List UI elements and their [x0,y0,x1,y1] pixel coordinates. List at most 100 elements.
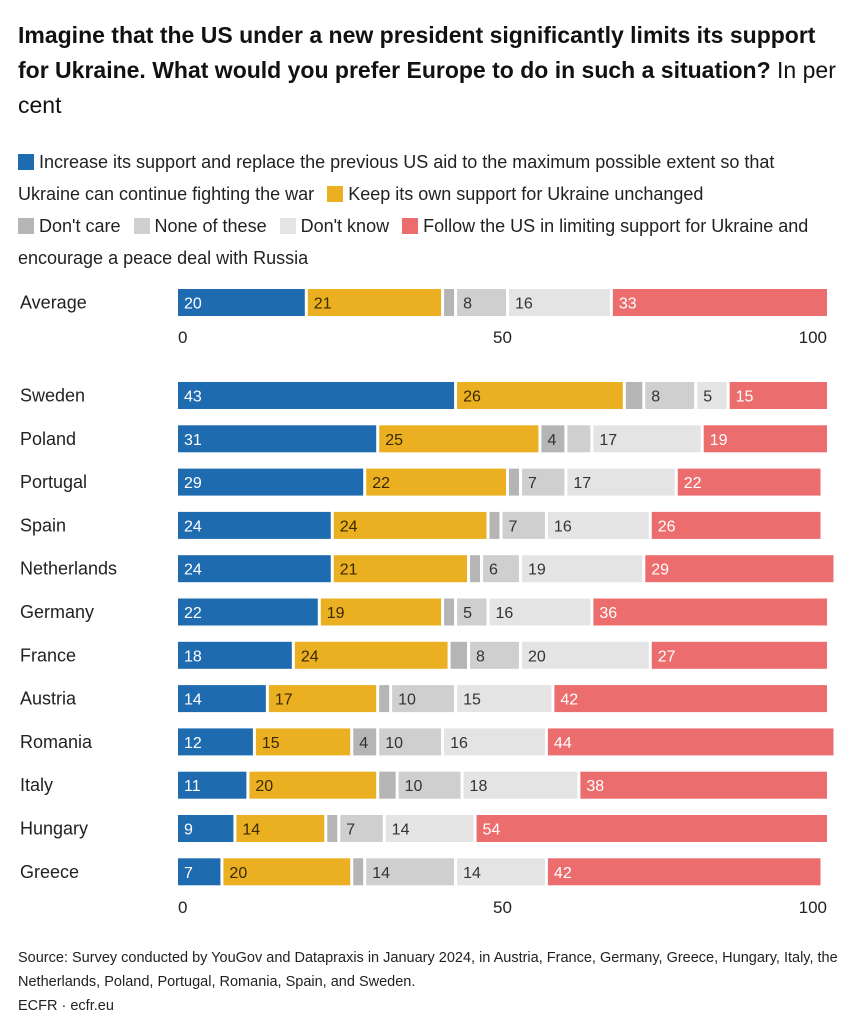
data-label-poland-5: 19 [710,432,728,449]
legend-item-none-of-these: None of these [133,216,267,236]
bar-portugal-none-of-these [521,468,565,496]
average-axis-tick-50: 50 [493,328,512,347]
bar-italy-don-t-know [463,771,578,799]
data-label-sweden-0: 43 [184,389,202,406]
legend-item-dont-care: Don't care [18,216,120,236]
chart-title-unit: In per cent [18,57,836,118]
category-label-germany: Germany [20,602,94,622]
data-label-france-3: 8 [476,648,485,665]
category-label-netherlands: Netherlands [20,559,117,579]
data-label-france-5: 27 [658,648,676,665]
bar-germany-follow-the-us-in-limitin [593,598,827,626]
source-text: Source: Survey conducted by YouGov and D… [18,950,838,990]
data-label-italy-5: 38 [586,778,604,795]
bar-poland-none-of-these [567,425,591,453]
bar-france-none-of-these [470,641,519,669]
bar-sweden-don-t-care [625,382,643,409]
bar-greece-keep-its-own-support-for [223,858,351,886]
data-label-austria-1: 17 [275,692,293,709]
bar-sweden-follow-the-us-in-limitin [729,382,827,409]
bar-poland-increase-its-support-and [178,425,377,453]
chart-title-main: Imagine that the US under a new presiden… [18,22,816,83]
bar-germany-increase-its-support-and [178,598,318,626]
category-label-italy: Italy [20,775,53,795]
bar-spain-don-t-know [547,511,649,539]
bar-average-follow-the-us-in-limitin [612,289,827,316]
data-label-portugal-4: 17 [573,475,591,492]
data-label-portugal-3: 7 [528,475,537,492]
category-label-average: Average [20,293,87,313]
bar-portugal-don-t-know [567,468,675,496]
legend-swatch-yellow [327,186,344,202]
bar-greece-increase-its-support-and [178,858,221,886]
bar-sweden-don-t-know [697,382,727,409]
bar-france-increase-its-support-and [178,641,292,669]
bar-germany-don-t-care [444,598,455,626]
source-credit: ECFR · ecfr.eu [18,998,114,1014]
bar-romania-follow-the-us-in-limitin [547,728,834,756]
bar-sweden-none-of-these [645,382,695,409]
data-label-average-1: 21 [314,296,332,313]
bar-austria-none-of-these [392,685,455,713]
data-label-poland-4: 17 [599,432,617,449]
data-label-sweden-3: 8 [651,389,660,406]
data-label-romania-2: 4 [359,735,368,752]
data-label-romania-0: 12 [184,735,202,752]
data-label-germany-0: 22 [184,605,202,622]
bar-austria-don-t-know [457,685,552,713]
legend-label-none-of-these: None of these [154,216,267,236]
data-label-portugal-5: 22 [684,475,702,492]
data-label-poland-0: 31 [184,432,202,449]
legend-label-keep-support: Keep its own support for Ukraine unchang… [348,184,704,204]
main-axis-tick-100: 100 [799,898,827,917]
bar-netherlands-follow-the-us-in-limitin [645,555,834,583]
legend-swatch-light-grey [279,218,296,234]
legend-label-dont-know: Don't know [300,216,390,236]
bar-germany-none-of-these [457,598,487,626]
data-label-hungary-0: 9 [184,822,193,839]
data-label-average-0: 20 [184,296,202,313]
bar-spain-none-of-these [502,511,545,539]
bar-average-none-of-these [457,289,506,316]
data-label-greece-5: 42 [554,865,572,882]
data-label-hungary-5: 54 [483,822,501,839]
legend-item-increase-support: Increase its support and replace the pre… [18,152,774,204]
data-label-greece-4: 14 [463,865,481,882]
bar-austria-increase-its-support-and [178,685,266,713]
bar-sweden-keep-its-own-support-for [457,382,623,409]
bar-italy-increase-its-support-and [178,771,247,799]
data-label-netherlands-0: 24 [184,562,202,579]
bar-italy-none-of-these [398,771,461,799]
bar-germany-keep-its-own-support-for [320,598,442,626]
data-label-france-4: 20 [528,648,546,665]
bar-romania-none-of-these [379,728,442,756]
bar-average-keep-its-own-support-for [307,289,442,316]
data-label-austria-0: 14 [184,692,202,709]
data-label-spain-5: 26 [658,518,676,535]
bar-netherlands-don-t-care [470,555,481,583]
bar-france-don-t-know [521,641,649,669]
bar-average-don-t-know [508,289,610,316]
data-label-netherlands-5: 29 [651,562,669,579]
bar-netherlands-increase-its-support-and [178,555,331,583]
average-axis-tick-0: 0 [178,328,187,347]
bar-portugal-don-t-care [508,468,519,496]
bar-hungary-follow-the-us-in-limitin [476,815,827,842]
bar-france-don-t-care [450,641,468,669]
legend-label-dont-care: Don't care [39,216,121,236]
data-label-italy-3: 10 [405,778,423,795]
bar-spain-increase-its-support-and [178,511,331,539]
data-label-hungary-3: 7 [346,822,355,839]
legend-swatch-mid-grey [133,218,150,234]
category-label-greece: Greece [20,862,79,882]
data-label-poland-1: 25 [385,432,403,449]
category-label-romania: Romania [20,732,93,752]
bar-austria-follow-the-us-in-limitin [554,685,827,713]
bar-portugal-keep-its-own-support-for [366,468,506,496]
data-label-average-3: 8 [463,296,472,313]
bar-romania-don-t-care [353,728,377,756]
legend-swatch-dark-grey [18,218,34,234]
data-label-france-0: 18 [184,648,202,665]
bar-hungary-increase-its-support-and [178,815,234,842]
